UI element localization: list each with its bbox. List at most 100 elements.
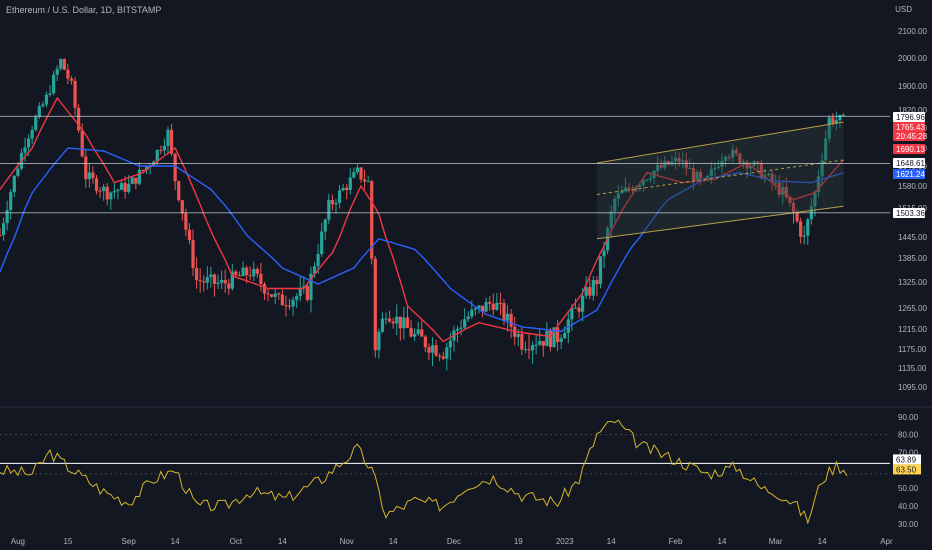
price-tick-label: 1095.00: [898, 383, 927, 392]
candle-body: [159, 150, 163, 152]
candle-body: [270, 294, 274, 297]
candle-body: [413, 333, 417, 337]
candle-body: [666, 161, 670, 165]
candle-body: [259, 273, 263, 284]
candle-body: [337, 190, 342, 203]
candle-body: [180, 200, 184, 214]
candle-body: [1, 223, 6, 236]
candle-body: [177, 181, 181, 201]
candle-body: [280, 294, 284, 306]
candle-body: [698, 171, 703, 179]
rsi-layer: [0, 419, 890, 525]
time-tick-label: 14: [171, 537, 180, 546]
candle-body: [62, 59, 66, 70]
candle-body: [98, 190, 102, 192]
candle-body: [423, 336, 427, 348]
channel-fill: [596, 122, 844, 239]
candle-body: [80, 130, 84, 157]
candle-body: [463, 319, 467, 328]
candle-body: [334, 202, 338, 205]
candle-body: [577, 307, 581, 312]
candle-body: [523, 349, 528, 351]
candle-body: [305, 286, 309, 301]
price-label-box: [893, 169, 925, 179]
candle-body: [570, 307, 574, 320]
candle-body: [559, 338, 563, 342]
time-tick-label: 14: [818, 537, 827, 546]
overlay-layer: [0, 96, 890, 343]
candle-body: [509, 313, 513, 327]
candle-body: [77, 107, 81, 131]
candle-body: [302, 286, 306, 289]
candle-body: [41, 104, 45, 107]
candle-body: [834, 120, 838, 124]
candle-body: [373, 258, 377, 351]
candle-body: [144, 166, 149, 171]
candle-body: [391, 321, 395, 324]
price-label: 20:45:28: [896, 132, 928, 141]
time-tick-label: Dec: [447, 537, 461, 546]
candle-body: [345, 187, 349, 191]
rsi-label-box: [893, 454, 921, 465]
price-label: 1690.13: [896, 145, 925, 154]
rsi-label: 63.50: [896, 465, 917, 474]
candle-body: [366, 181, 370, 183]
candle-body: [498, 302, 503, 304]
candle-body: [266, 293, 270, 295]
candle-body: [716, 166, 721, 169]
candle-body: [538, 341, 542, 345]
candle-body: [359, 167, 363, 180]
candle-body: [109, 192, 113, 200]
candle-body: [34, 116, 38, 130]
candle-body: [234, 271, 238, 276]
candle-body: [495, 302, 499, 310]
candle-body: [166, 129, 170, 146]
candle-body: [26, 138, 31, 148]
candle-body: [398, 316, 402, 329]
candle-body: [613, 198, 617, 212]
candle-body: [248, 275, 252, 277]
rsi-tick-label: 50.00: [898, 484, 919, 493]
rsi-tick-label: 40.00: [898, 502, 919, 511]
candle-body: [799, 221, 803, 237]
candle-body: [320, 231, 324, 255]
candle-body: [162, 145, 167, 151]
time-tick-label: Sep: [122, 537, 137, 546]
candle-body: [316, 254, 320, 267]
candle-body: [284, 305, 288, 307]
channel-upper: [596, 121, 844, 164]
price-tick-label: 1175.00: [898, 345, 927, 354]
candle-body: [105, 186, 109, 200]
candle-body: [788, 197, 792, 203]
currency-label: USD: [895, 5, 912, 14]
candle-body: [405, 317, 410, 328]
candle-body: [759, 163, 763, 179]
time-tick-label: Oct: [230, 537, 243, 546]
candle-body: [55, 68, 59, 75]
candle-body: [602, 250, 606, 257]
candle-body: [488, 301, 492, 304]
candle-body: [309, 273, 313, 301]
candle-body: [16, 168, 20, 176]
candle-body: [473, 308, 477, 310]
candle-body: [502, 303, 506, 321]
candle-body: [505, 313, 510, 321]
candle-body: [94, 178, 99, 191]
time-tick-label: 14: [718, 537, 727, 546]
candle-body: [530, 345, 535, 351]
price-tick-label: 1445.00: [898, 233, 927, 242]
candle-body: [291, 299, 295, 307]
candle-body: [312, 266, 317, 274]
candle-body: [616, 193, 620, 199]
candle-body: [466, 316, 470, 320]
candle-body: [448, 340, 452, 348]
candle-body: [588, 287, 592, 296]
price-tick-label: 1820.00: [898, 106, 927, 115]
time-tick-label: 14: [389, 537, 398, 546]
candle-body: [184, 213, 188, 230]
candle-layer: [0, 57, 846, 371]
candle-body: [434, 345, 438, 356]
price-label-box: [893, 208, 925, 218]
